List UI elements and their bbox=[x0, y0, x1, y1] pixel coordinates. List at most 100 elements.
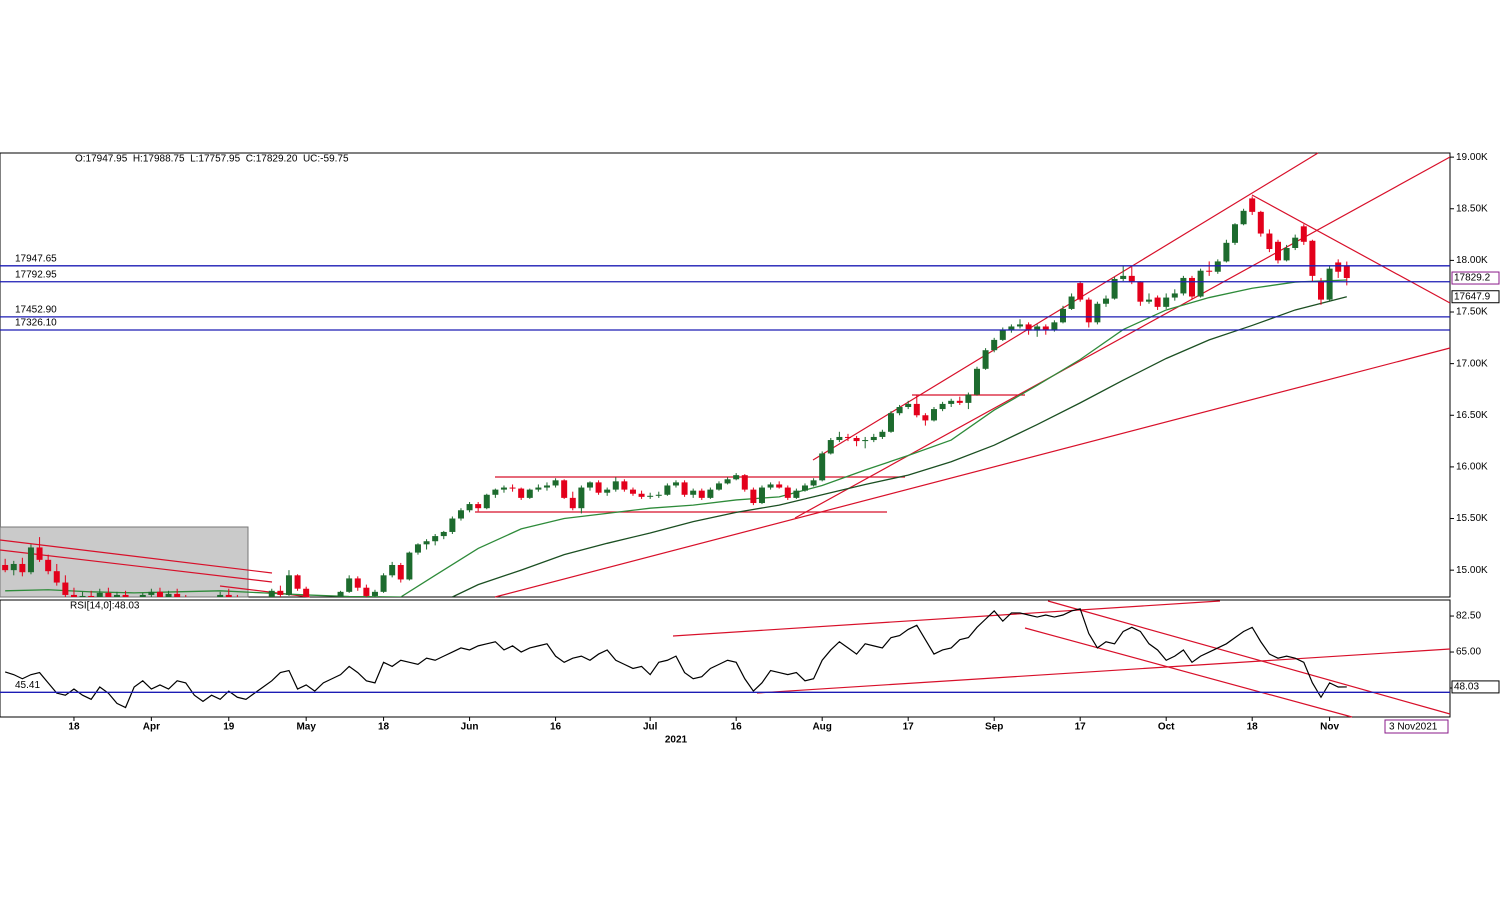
candle-body bbox=[406, 552, 413, 580]
candle-body bbox=[1188, 277, 1195, 297]
candle-body bbox=[836, 436, 843, 441]
candle-body bbox=[225, 594, 232, 597]
x-year-label: 2021 bbox=[665, 735, 688, 746]
candle-body bbox=[844, 436, 851, 438]
x-tick-label: Sep bbox=[985, 722, 1003, 733]
candle-body bbox=[10, 563, 17, 571]
candle-body bbox=[879, 431, 886, 437]
candle-body bbox=[1214, 261, 1221, 272]
candle-body bbox=[965, 394, 972, 403]
candle-body bbox=[1111, 278, 1118, 299]
candle-body bbox=[1223, 242, 1230, 262]
candle-body bbox=[1154, 297, 1161, 307]
candle-body bbox=[604, 489, 611, 493]
price-panel bbox=[0, 152, 1451, 598]
candle-body bbox=[1335, 262, 1342, 272]
moving-average bbox=[5, 279, 1347, 597]
x-tick-label: Jun bbox=[461, 722, 479, 733]
candle-body bbox=[1231, 224, 1238, 243]
candle-body bbox=[88, 595, 95, 597]
candle-body bbox=[767, 484, 774, 488]
x-tick-label: 18 bbox=[1247, 722, 1259, 733]
candle-body bbox=[1085, 299, 1092, 323]
candle-body bbox=[922, 415, 929, 421]
x-tick-label: 16 bbox=[731, 722, 743, 733]
candle-body bbox=[27, 547, 34, 573]
candle-body bbox=[991, 339, 998, 351]
y-tick-label: 15.00K bbox=[1456, 565, 1488, 576]
trend-lines bbox=[0, 152, 1451, 718]
candle-body bbox=[277, 590, 284, 595]
x-tick-label: Apr bbox=[143, 722, 160, 733]
candle-body bbox=[1094, 303, 1101, 323]
candle-body bbox=[1068, 296, 1075, 309]
candle-body bbox=[1016, 324, 1023, 327]
x-tick-label: 16 bbox=[550, 722, 562, 733]
rsi-marker-box bbox=[1451, 680, 1500, 694]
cursor-date: 3 Nov2021 bbox=[1389, 722, 1438, 733]
rsi-plot bbox=[4, 608, 1347, 709]
candle-body bbox=[629, 489, 636, 494]
candle-body bbox=[79, 595, 86, 597]
candle-body bbox=[174, 593, 181, 597]
candle-body bbox=[70, 594, 77, 597]
candle-body bbox=[449, 518, 456, 532]
candle-body bbox=[1326, 268, 1333, 300]
candle-body bbox=[586, 482, 593, 488]
candle-body bbox=[397, 564, 404, 580]
overlay-box bbox=[0, 526, 249, 598]
x-tick-label: May bbox=[296, 722, 316, 733]
candle-body bbox=[793, 490, 800, 498]
level-label: 17792.95 bbox=[15, 269, 57, 280]
candle-body bbox=[423, 541, 430, 545]
y-tick-label: 17.00K bbox=[1456, 358, 1488, 369]
candle-body bbox=[612, 481, 619, 490]
candle-body bbox=[982, 350, 989, 369]
candle-body bbox=[483, 494, 490, 509]
candle-body bbox=[19, 563, 26, 573]
candle-body bbox=[862, 440, 869, 442]
candle-body bbox=[1309, 240, 1316, 276]
y-tick-label: 18.00K bbox=[1456, 255, 1488, 266]
candle-body bbox=[1137, 282, 1144, 302]
candle-body bbox=[1059, 308, 1066, 323]
rsi-level-label: 45.41 bbox=[15, 680, 40, 691]
candle-body bbox=[432, 536, 439, 542]
candle-body bbox=[733, 475, 740, 480]
x-tick-label: 18 bbox=[378, 722, 390, 733]
candle-body bbox=[1266, 233, 1273, 250]
candle-body bbox=[1077, 283, 1084, 300]
rsi-title: RSI[14,0]:48.03 bbox=[70, 601, 140, 612]
candle-body bbox=[595, 482, 602, 493]
candle-body bbox=[999, 329, 1006, 340]
y-tick-label: 16.00K bbox=[1456, 462, 1488, 473]
candle-body bbox=[905, 403, 912, 408]
candle-body bbox=[440, 531, 447, 537]
y-tick-label: 19.00K bbox=[1456, 152, 1488, 163]
rsi-tick-label: 65.00 bbox=[1456, 647, 1481, 658]
candle-body bbox=[509, 487, 516, 489]
candle-body bbox=[715, 483, 722, 490]
candle-body bbox=[1171, 293, 1178, 298]
moving-average bbox=[452, 296, 1347, 597]
candle-body bbox=[1197, 270, 1204, 297]
candle-body bbox=[1120, 275, 1127, 279]
candle-body bbox=[1102, 298, 1109, 304]
candle-body bbox=[1292, 237, 1299, 248]
candle-body bbox=[870, 436, 877, 441]
candle-body bbox=[500, 487, 507, 490]
candle-body bbox=[346, 578, 353, 592]
x-tick-label: 17 bbox=[903, 722, 915, 733]
candle-body bbox=[122, 594, 129, 597]
candle-body bbox=[96, 592, 103, 597]
candle-body bbox=[672, 482, 679, 486]
rsi-line bbox=[4, 608, 1347, 709]
ohlc-info: O:17947.95 H:17988.75 L:17757.95 C:17829… bbox=[75, 154, 349, 165]
candle-body bbox=[457, 510, 464, 519]
candle-body bbox=[552, 480, 559, 486]
candle-body bbox=[466, 504, 473, 511]
candle-body bbox=[1180, 277, 1187, 294]
candle-body bbox=[156, 591, 163, 597]
